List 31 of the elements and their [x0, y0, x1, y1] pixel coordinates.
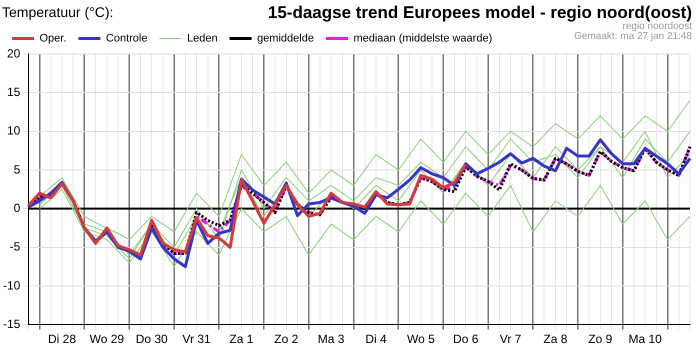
x-tick-label: Do 30: [136, 332, 168, 346]
x-tick-label: Za 1: [229, 332, 254, 346]
y-tick-label: -15: [3, 316, 21, 331]
legend-label: Controle: [106, 32, 148, 45]
y-tick-label: 15: [6, 84, 21, 99]
chart-title: 15-daagse trend Europees model - regio noord(oost): [268, 3, 692, 22]
legend-label: mediaan (middelste waarde): [353, 32, 492, 45]
x-tick-label: Ma 10: [628, 332, 662, 346]
x-tick-label: Wo 5: [406, 332, 436, 346]
y-tick-label: 10: [6, 124, 21, 138]
y-axis-title: Temperatuur (°C):: [2, 4, 114, 20]
y-tick-label: 0: [14, 200, 21, 215]
x-tick-label: Za 8: [543, 332, 568, 346]
legend-label: gemiddelde: [257, 32, 314, 45]
x-tick-label: Vr 7: [500, 332, 522, 346]
x-tick-label: Di 28: [48, 332, 76, 346]
x-tick-label: Do 6: [453, 332, 479, 346]
y-tick-label: -5: [10, 240, 21, 254]
text: Gemaakt: ma 27 jan 21:48: [574, 31, 692, 42]
x-tick-label: Zo 2: [274, 332, 299, 346]
y-tick-label: 5: [14, 162, 21, 176]
text: regio noordoost: [622, 21, 692, 32]
x-tick-label: Di 4: [365, 332, 387, 346]
legend-label: Oper.: [40, 32, 66, 45]
y-tick-label: 20: [6, 46, 21, 60]
y-tick-label: -10: [3, 278, 21, 292]
x-tick-label: Vr 31: [182, 332, 211, 346]
legend-label: Leden: [186, 32, 218, 45]
x-tick-label: Wo 29: [90, 332, 124, 346]
x-tick-label: Ma 3: [318, 332, 345, 346]
x-tick-label: Zo 9: [588, 332, 613, 346]
